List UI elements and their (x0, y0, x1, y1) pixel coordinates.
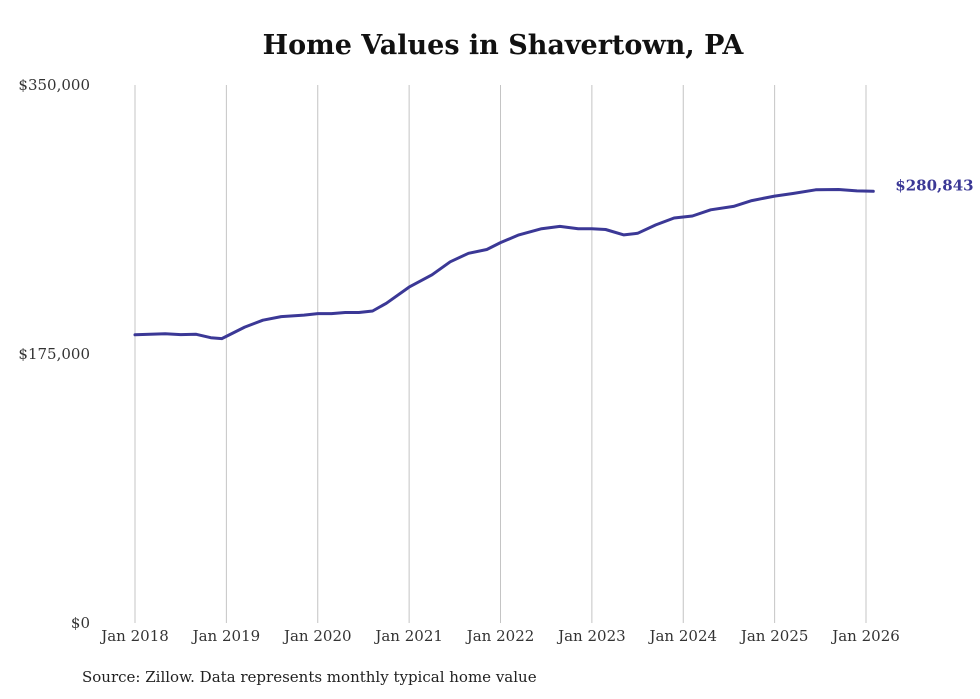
data-point (591, 228, 593, 230)
data-point (541, 228, 543, 230)
data-point (372, 310, 374, 312)
data-point (815, 189, 817, 191)
y-tick-label-350000: $350,000 (18, 76, 90, 94)
data-point (449, 261, 451, 263)
x-tick-label-2022: Jan 2022 (465, 627, 535, 645)
data-point (344, 311, 346, 313)
data-point (330, 313, 332, 315)
series-line (133, 188, 875, 341)
x-tick-label-2018: Jan 2018 (99, 627, 169, 645)
data-point (623, 234, 625, 236)
y-tick-label-0: $0 (71, 614, 90, 632)
data-point (559, 225, 561, 227)
data-point (792, 193, 794, 195)
data-point (733, 205, 735, 207)
data-point (774, 195, 776, 197)
x-tick-label-2019: Jan 2019 (191, 627, 261, 645)
data-point (431, 274, 433, 276)
x-tick-label-2025: Jan 2025 (739, 627, 809, 645)
data-point (751, 200, 753, 202)
data-point (838, 189, 840, 191)
x-tick-label-2026: Jan 2026 (830, 627, 900, 645)
y-tick-label-175000: $175,000 (18, 345, 90, 363)
data-point (262, 319, 264, 321)
data-point (317, 313, 319, 315)
data-point (710, 209, 712, 211)
data-point (195, 333, 197, 335)
data-point (303, 314, 305, 316)
data-point (605, 228, 607, 230)
data-point (518, 234, 520, 236)
data-point (468, 252, 470, 254)
x-tick-label-2021: Jan 2021 (373, 627, 443, 645)
data-point (486, 248, 488, 250)
end-value-label: $280,843 (895, 176, 973, 194)
x-tick-label-2020: Jan 2020 (282, 627, 352, 645)
data-point (385, 302, 387, 304)
data-point (655, 224, 657, 226)
data-point (691, 215, 693, 217)
data-point (872, 190, 874, 192)
y-axis-ticks: $0 $175,000 $350,000 (18, 76, 90, 632)
data-point (244, 326, 246, 328)
data-point (210, 337, 212, 339)
x-axis-ticks: Jan 2018 Jan 2019 Jan 2020 Jan 2021 Jan 2022… (99, 627, 900, 645)
data-point (577, 228, 579, 230)
data-point (180, 334, 182, 336)
data-point (673, 217, 675, 219)
gridlines (134, 85, 867, 623)
data-point (358, 311, 360, 313)
series-layer: $280,843 (133, 176, 974, 341)
data-point (221, 338, 223, 340)
data-point (500, 242, 502, 244)
data-point (164, 333, 166, 335)
data-point (134, 334, 136, 336)
x-tick-label-2023: Jan 2023 (556, 627, 626, 645)
data-point (408, 286, 410, 288)
source-note: Source: Zillow. Data represents monthly … (82, 668, 537, 686)
data-point (280, 316, 282, 318)
chart-title: Home Values in Shavertown, PA (262, 30, 744, 61)
data-point (637, 232, 639, 234)
x-tick-label-2024: Jan 2024 (647, 627, 717, 645)
data-point (856, 190, 858, 192)
